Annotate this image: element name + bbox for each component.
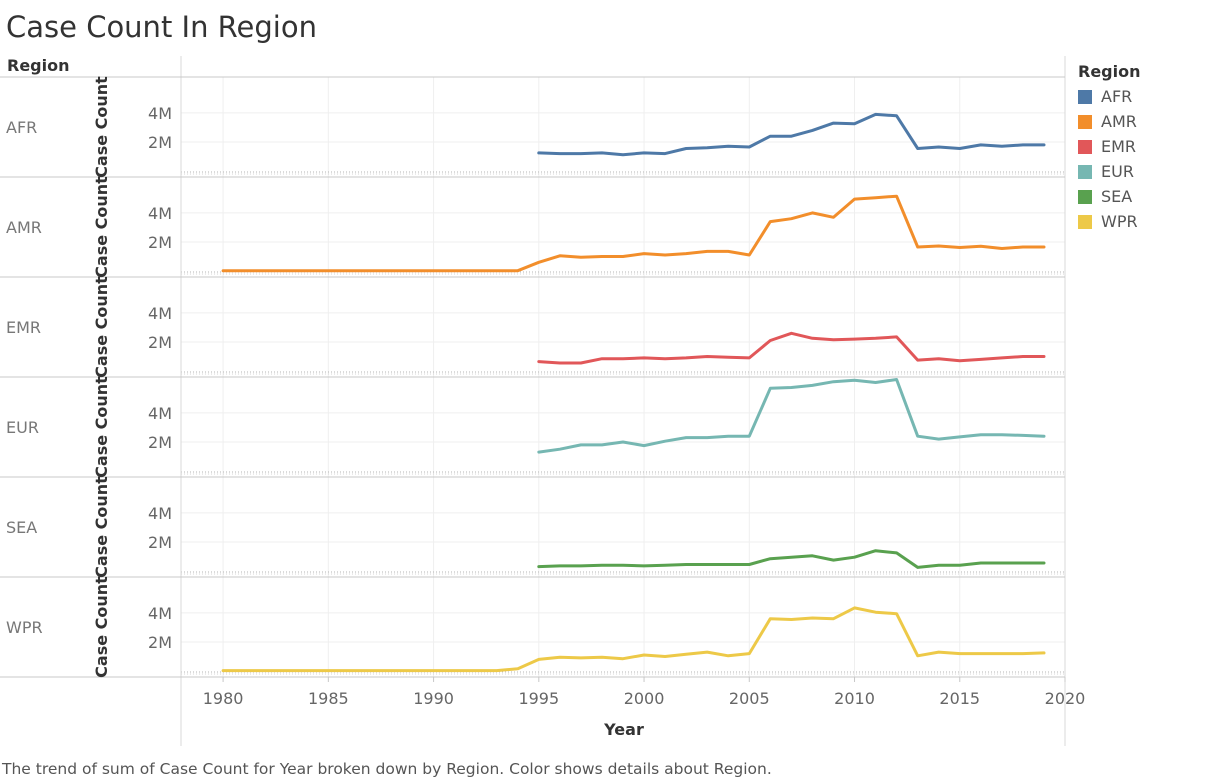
legend-item-amr[interactable]: AMR <box>1078 109 1141 134</box>
y-tick-label: 2M <box>148 333 172 352</box>
legend-swatch-icon <box>1078 114 1092 129</box>
series-line-wpr <box>221 606 1046 673</box>
y-axis-title: Case Count <box>92 576 111 678</box>
region-label-amr: AMR <box>6 218 42 237</box>
region-label-emr: EMR <box>6 318 41 337</box>
x-tick-label: 1995 <box>518 689 559 708</box>
series-line-emr <box>537 331 1046 365</box>
legend-swatch-icon <box>1078 189 1092 204</box>
y-tick-label: 2M <box>148 633 172 652</box>
legend-item-wpr[interactable]: WPR <box>1078 209 1141 234</box>
legend-label: WPR <box>1101 212 1138 231</box>
legend-item-eur[interactable]: EUR <box>1078 159 1141 184</box>
y-axis-title: Case Count <box>92 476 111 578</box>
y-tick-label: 2M <box>148 533 172 552</box>
y-tick-label: 4M <box>148 204 172 223</box>
legend-item-afr[interactable]: AFR <box>1078 84 1141 109</box>
region-label-eur: EUR <box>6 418 39 437</box>
x-axis-title: Year <box>603 720 644 739</box>
region-label-sea: SEA <box>6 518 37 537</box>
x-tick-label: 2020 <box>1045 689 1086 708</box>
series-layer <box>221 112 1046 673</box>
legend-item-sea[interactable]: SEA <box>1078 184 1141 209</box>
legend-title: Region <box>1078 62 1141 81</box>
frame-layer <box>0 56 1066 746</box>
y-axis-title: Case Count <box>92 376 111 478</box>
label-layer: 2M 4M AFR Case Count 2M 4M AMR Case Count 2M 4M EM… <box>6 76 1085 739</box>
legend-items: AFR AMR EMR EUR SEA WPR <box>1078 84 1141 234</box>
y-tick-label: 2M <box>148 433 172 452</box>
legend-label: EUR <box>1101 162 1134 181</box>
region-label-afr: AFR <box>6 118 37 137</box>
x-tick-label: 1980 <box>203 689 244 708</box>
x-tick-label: 1985 <box>308 689 349 708</box>
y-tick-label: 4M <box>148 104 172 123</box>
series-line-amr <box>221 194 1046 273</box>
legend-swatch-icon <box>1078 214 1092 229</box>
y-tick-label: 4M <box>148 504 172 523</box>
series-line-sea <box>537 549 1046 569</box>
y-tick-label: 2M <box>148 133 172 152</box>
x-tick-label: 1990 <box>413 689 454 708</box>
legend-label: AMR <box>1101 112 1137 131</box>
y-tick-label: 4M <box>148 404 172 423</box>
y-axis-title: Case Count <box>92 276 111 378</box>
legend-item-emr[interactable]: EMR <box>1078 134 1141 159</box>
page-title: Case Count In Region <box>6 10 317 44</box>
legend-label: AFR <box>1101 87 1133 106</box>
legend-swatch-icon <box>1078 89 1092 104</box>
chart-caption: The trend of sum of Case Count for Year … <box>2 760 772 778</box>
y-axis-title: Case Count <box>92 76 111 178</box>
x-tick-label: 2005 <box>729 689 770 708</box>
y-tick-label: 4M <box>148 304 172 323</box>
y-tick-label: 2M <box>148 233 172 252</box>
y-axis-title: Case Count <box>92 176 111 278</box>
legend-label: SEA <box>1101 187 1133 206</box>
x-tick-label: 2000 <box>624 689 665 708</box>
series-line-afr <box>537 112 1046 157</box>
region-label-wpr: WPR <box>6 618 43 637</box>
row-header-region: Region <box>7 56 70 75</box>
legend-swatch-icon <box>1078 164 1092 179</box>
legend: Region AFR AMR EMR EUR SEA WPR <box>1078 62 1141 234</box>
y-tick-label: 4M <box>148 604 172 623</box>
x-tick-label: 2015 <box>939 689 980 708</box>
legend-swatch-icon <box>1078 139 1092 154</box>
x-tick-label: 2010 <box>834 689 875 708</box>
series-line-eur <box>537 378 1046 454</box>
legend-label: EMR <box>1101 137 1137 156</box>
